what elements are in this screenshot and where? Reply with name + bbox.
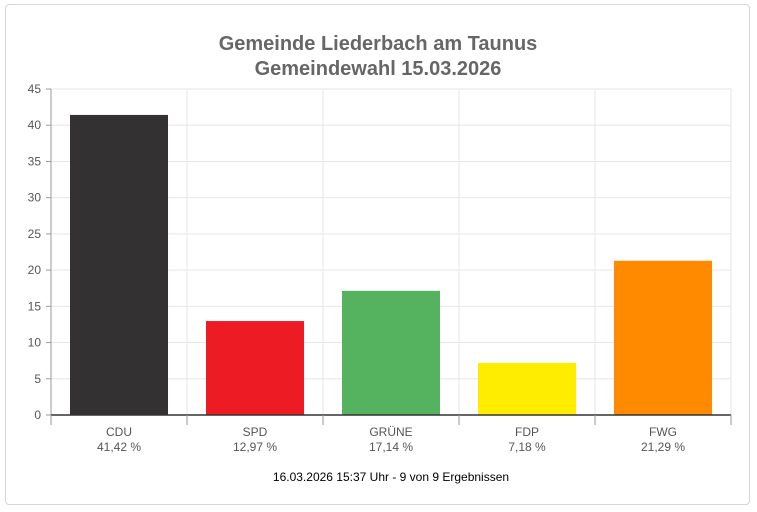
x-category-label: CDU bbox=[106, 425, 132, 439]
bar-grüne bbox=[342, 290, 440, 415]
y-tick-label: 45 bbox=[28, 82, 42, 96]
y-tick-label: 20 bbox=[28, 263, 42, 277]
bar-spd bbox=[206, 321, 304, 415]
y-tick-label: 10 bbox=[28, 336, 42, 350]
x-value-label: 7,18 % bbox=[508, 440, 546, 454]
bar-cdu bbox=[70, 114, 168, 415]
bars bbox=[70, 114, 712, 415]
x-value-label: 21,29 % bbox=[641, 440, 685, 454]
chart-subtitle: Gemeindewahl 15.03.2026 bbox=[255, 58, 502, 80]
y-axis: 0 5 10 15 20 25 30 35 40 45 bbox=[28, 82, 52, 422]
y-tick-label: 0 bbox=[34, 408, 41, 422]
x-category-label: FDP bbox=[515, 425, 539, 439]
y-tick-label: 25 bbox=[28, 227, 42, 241]
chart-title: Gemeinde Liederbach am Taunus bbox=[219, 33, 538, 55]
footer-status: 16.03.2026 15:37 Uhr - 9 von 9 Ergebniss… bbox=[273, 470, 509, 484]
y-tick-label: 35 bbox=[28, 154, 42, 168]
y-tick-label: 40 bbox=[28, 118, 42, 132]
x-category-label: GRÜNE bbox=[369, 425, 412, 439]
y-tick-label: 5 bbox=[34, 372, 41, 386]
x-category-label: SPD bbox=[243, 425, 268, 439]
x-value-label: 17,14 % bbox=[369, 440, 413, 454]
y-tick-label: 30 bbox=[28, 191, 42, 205]
x-category-label: FWG bbox=[649, 425, 677, 439]
bar-fdp bbox=[478, 362, 576, 415]
x-value-label: 41,42 % bbox=[97, 440, 141, 454]
bar-fwg bbox=[614, 260, 712, 415]
y-tick-label: 15 bbox=[28, 299, 42, 313]
x-value-label: 12,97 % bbox=[233, 440, 277, 454]
